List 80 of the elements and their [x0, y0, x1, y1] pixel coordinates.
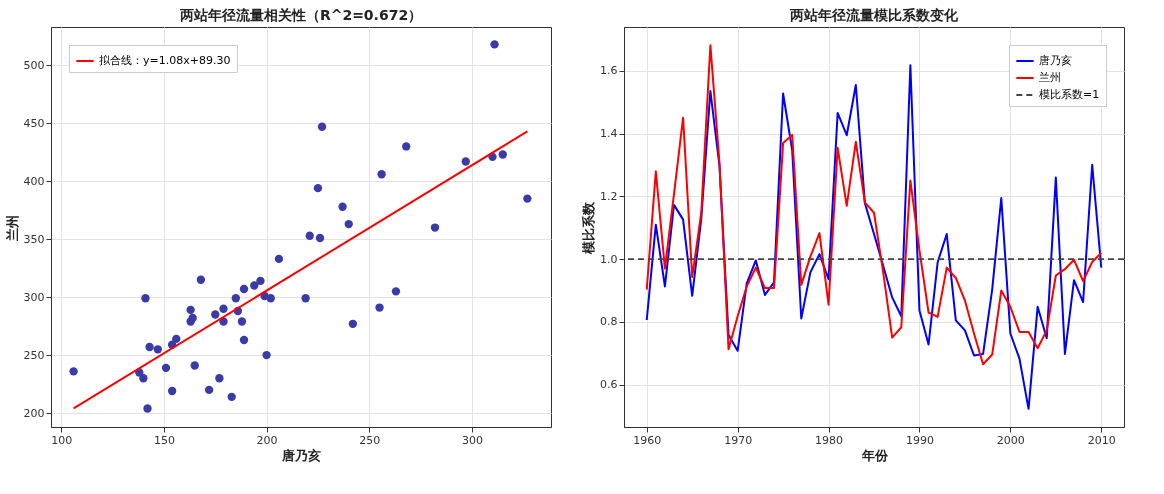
y-tick-label: 1.0: [600, 252, 618, 266]
y-axis-title: 模比系数: [581, 200, 597, 255]
point: [375, 303, 384, 312]
point: [256, 276, 265, 286]
point: [172, 334, 181, 344]
point: [274, 254, 284, 264]
x-tick-label: 200: [256, 433, 278, 447]
y-tick-label: 350: [23, 232, 45, 246]
point: [227, 392, 236, 402]
point: [145, 342, 154, 352]
line-series: [645, 44, 1103, 366]
line-series: [645, 64, 1103, 410]
point: [167, 386, 177, 396]
x-tick-label: 1960: [633, 433, 662, 447]
point: [250, 281, 259, 290]
x-tick-label: 100: [51, 433, 73, 447]
x-axis-title: 唐乃亥: [281, 447, 321, 463]
point: [498, 150, 507, 159]
legend-label: 拟合线：y=1.08x+89.30: [99, 54, 231, 67]
y-tick-label: 0.8: [600, 315, 618, 329]
y-tick-label: 1.6: [600, 64, 618, 78]
point: [490, 40, 499, 49]
point: [215, 374, 224, 383]
point: [301, 294, 310, 303]
point: [262, 350, 271, 360]
chart-title: 两站年径流量相关性（R^2=0.672）: [178, 7, 423, 23]
legend-label: 模比系数=1: [1039, 88, 1100, 101]
y-axis-title: 兰州: [4, 214, 20, 242]
y-tick-label: 200: [23, 406, 45, 420]
point: [348, 319, 358, 328]
point: [231, 294, 240, 303]
point: [186, 317, 195, 326]
point: [461, 157, 470, 166]
point: [313, 183, 323, 193]
x-axis-title: 年份: [860, 447, 889, 463]
legend-label: 唐乃亥: [1039, 54, 1072, 67]
point: [305, 231, 314, 240]
y-tick-label: 1.4: [600, 127, 618, 141]
point: [186, 305, 195, 315]
point: [338, 202, 347, 211]
x-tick-label: 2000: [996, 433, 1025, 447]
x-tick-label: 1970: [724, 433, 753, 447]
point: [317, 122, 327, 131]
y-tick-label: 300: [23, 290, 45, 304]
point: [161, 363, 171, 373]
point: [190, 361, 199, 370]
x-tick-label: 2010: [1087, 433, 1116, 447]
point: [153, 345, 162, 354]
point: [523, 194, 532, 203]
y-tick-label: 500: [23, 58, 45, 72]
point: [204, 385, 214, 395]
legend-label: 兰州: [1039, 71, 1061, 84]
x-tick-label: 150: [153, 433, 175, 447]
point: [237, 317, 247, 326]
x-tick-label: 1990: [905, 433, 934, 447]
point: [239, 284, 249, 294]
point: [211, 310, 220, 319]
point: [219, 304, 228, 313]
chart-title: 两站年径流量模比系数变化: [789, 7, 959, 23]
y-tick-label: 1.2: [600, 189, 618, 203]
y-tick-label: 250: [23, 348, 45, 362]
point: [430, 223, 440, 232]
point: [344, 219, 353, 229]
point: [315, 233, 325, 243]
y-tick-label: 450: [23, 116, 45, 130]
point: [377, 170, 386, 179]
point: [239, 335, 249, 345]
point: [196, 275, 206, 284]
y-tick-label: 400: [23, 174, 45, 188]
point: [402, 142, 411, 151]
point: [69, 367, 78, 376]
point: [139, 374, 148, 383]
x-tick-label: 1980: [815, 433, 844, 447]
y-tick-label: 0.6: [600, 378, 618, 392]
point: [141, 294, 150, 303]
point: [391, 287, 401, 296]
point: [266, 294, 275, 303]
x-tick-label: 300: [461, 433, 483, 447]
point: [143, 404, 152, 413]
x-tick-label: 250: [359, 433, 381, 447]
